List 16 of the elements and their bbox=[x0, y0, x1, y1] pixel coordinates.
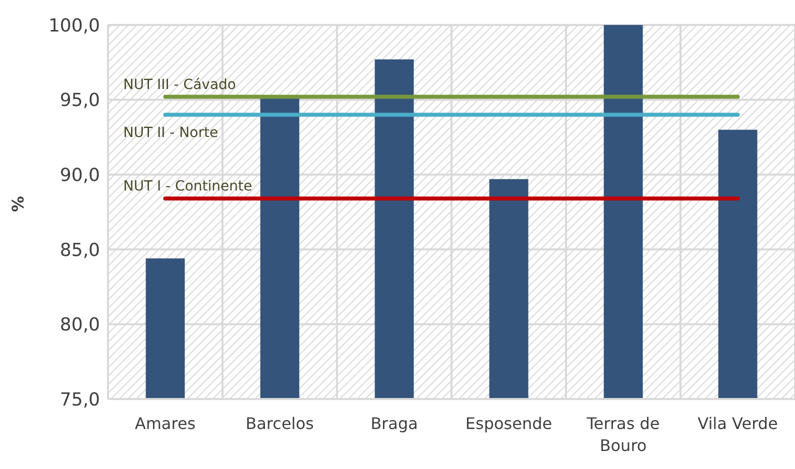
x-tick-label: Vila Verde bbox=[698, 414, 778, 433]
x-tick-label: Amares bbox=[134, 414, 196, 433]
y-tick-label: 100,0 bbox=[48, 15, 100, 36]
ref-line-label: NUT I - Continente bbox=[123, 178, 252, 195]
x-tick-label: Braga bbox=[370, 414, 418, 433]
ref-line-label: NUT II - Norte bbox=[123, 124, 218, 141]
y-tick-label: 85,0 bbox=[60, 240, 100, 261]
x-tick-label: Esposende bbox=[465, 414, 552, 433]
y-tick-label: 80,0 bbox=[60, 314, 100, 336]
ref-line-label: NUT III - Cávado bbox=[123, 76, 236, 93]
y-tick-label: 75,0 bbox=[60, 389, 100, 410]
x-tick-label: Barcelos bbox=[246, 414, 314, 433]
y-tick-label: 90,0 bbox=[60, 164, 100, 186]
x-tick-label: Terras de Bouro bbox=[586, 414, 660, 455]
y-axis-title: % bbox=[8, 196, 28, 212]
y-tick-label: 95,0 bbox=[60, 90, 100, 112]
